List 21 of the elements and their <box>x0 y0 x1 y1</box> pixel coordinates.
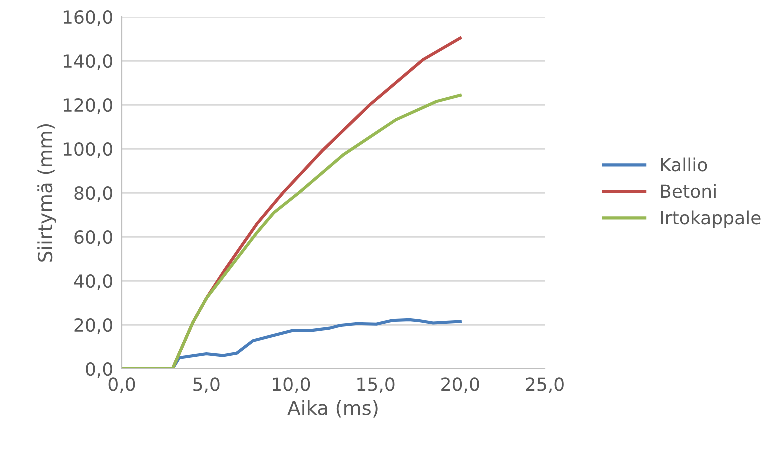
x-axis-title: Aika (ms) <box>288 400 378 418</box>
x-tick-label: 25,0 <box>526 378 564 394</box>
x-tick-label: 20,0 <box>442 378 480 394</box>
y-tick-label: 0,0 <box>86 362 112 378</box>
y-tick-label: 40,0 <box>74 274 112 290</box>
y-tick-label: 160,0 <box>64 10 112 26</box>
legend-label: Irtokappale <box>661 210 761 228</box>
y-axis-title: Siirtymä (mm) <box>38 124 56 262</box>
legend-label: Betoni <box>661 184 716 198</box>
y-tick-label: 100,0 <box>64 142 112 158</box>
x-tick-label: 5,0 <box>194 378 220 394</box>
line-series <box>122 94 462 369</box>
legend-label: Kallio <box>661 158 708 172</box>
y-tick-label: 80,0 <box>74 186 112 202</box>
x-tick-label: 15,0 <box>358 378 395 394</box>
y-tick-label: 120,0 <box>64 98 112 114</box>
y-tick-label: 20,0 <box>74 318 112 334</box>
x-tick-label: 10,0 <box>273 378 310 394</box>
y-tick-label: 140,0 <box>64 54 112 70</box>
y-tick-label: 60,0 <box>74 230 112 246</box>
x-tick-label: 0,0 <box>108 378 136 394</box>
